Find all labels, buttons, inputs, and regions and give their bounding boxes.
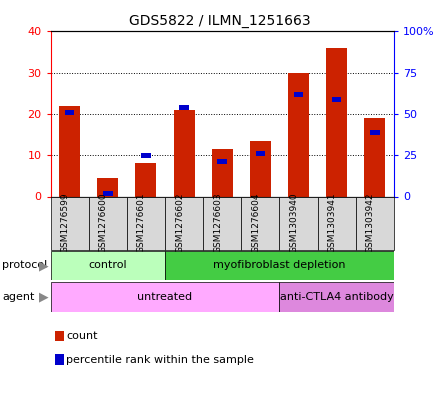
Bar bbox=[318, 196, 356, 250]
Bar bbox=[279, 282, 394, 312]
Bar bbox=[127, 196, 165, 250]
Bar bbox=[256, 151, 265, 156]
Bar bbox=[89, 196, 127, 250]
Text: anti-CTLA4 antibody: anti-CTLA4 antibody bbox=[280, 292, 393, 302]
Text: percentile rank within the sample: percentile rank within the sample bbox=[66, 354, 254, 365]
Text: control: control bbox=[88, 261, 127, 270]
Bar bbox=[65, 110, 74, 115]
Bar bbox=[364, 118, 385, 196]
Text: untreated: untreated bbox=[137, 292, 193, 302]
Bar bbox=[165, 196, 203, 250]
Bar bbox=[141, 153, 150, 158]
Bar bbox=[217, 160, 227, 164]
Text: GSM1276602: GSM1276602 bbox=[175, 193, 184, 253]
Bar bbox=[332, 97, 341, 101]
Text: ▶: ▶ bbox=[39, 259, 48, 272]
Bar bbox=[279, 196, 318, 250]
Text: GSM1276603: GSM1276603 bbox=[213, 193, 222, 253]
Text: GSM1276599: GSM1276599 bbox=[61, 193, 70, 253]
Bar bbox=[241, 196, 279, 250]
Bar bbox=[59, 106, 80, 196]
Text: GSM1276600: GSM1276600 bbox=[99, 193, 108, 253]
Bar bbox=[174, 110, 194, 196]
Bar bbox=[250, 141, 271, 196]
Bar bbox=[370, 130, 379, 134]
Text: GSM1303940: GSM1303940 bbox=[290, 193, 298, 253]
Bar bbox=[288, 73, 309, 196]
Text: ▶: ▶ bbox=[39, 290, 48, 303]
Text: GSM1276604: GSM1276604 bbox=[251, 193, 260, 253]
Bar bbox=[51, 282, 279, 312]
Text: protocol: protocol bbox=[2, 261, 48, 270]
Bar bbox=[103, 191, 113, 196]
Bar bbox=[51, 196, 89, 250]
Text: GSM1303941: GSM1303941 bbox=[328, 193, 337, 253]
Bar bbox=[51, 251, 165, 280]
Text: GSM1276601: GSM1276601 bbox=[137, 193, 146, 253]
Bar bbox=[326, 48, 347, 196]
Text: GSM1303942: GSM1303942 bbox=[366, 193, 375, 253]
Bar bbox=[203, 196, 241, 250]
Bar bbox=[212, 149, 233, 196]
Text: count: count bbox=[66, 331, 98, 341]
Bar bbox=[165, 251, 394, 280]
Bar bbox=[356, 196, 394, 250]
Bar bbox=[294, 92, 303, 97]
Text: myofibroblast depletion: myofibroblast depletion bbox=[213, 261, 346, 270]
Text: agent: agent bbox=[2, 292, 35, 302]
Bar bbox=[136, 163, 157, 196]
Bar bbox=[180, 105, 189, 110]
Bar bbox=[97, 178, 118, 196]
Text: GDS5822 / ILMN_1251663: GDS5822 / ILMN_1251663 bbox=[129, 14, 311, 28]
